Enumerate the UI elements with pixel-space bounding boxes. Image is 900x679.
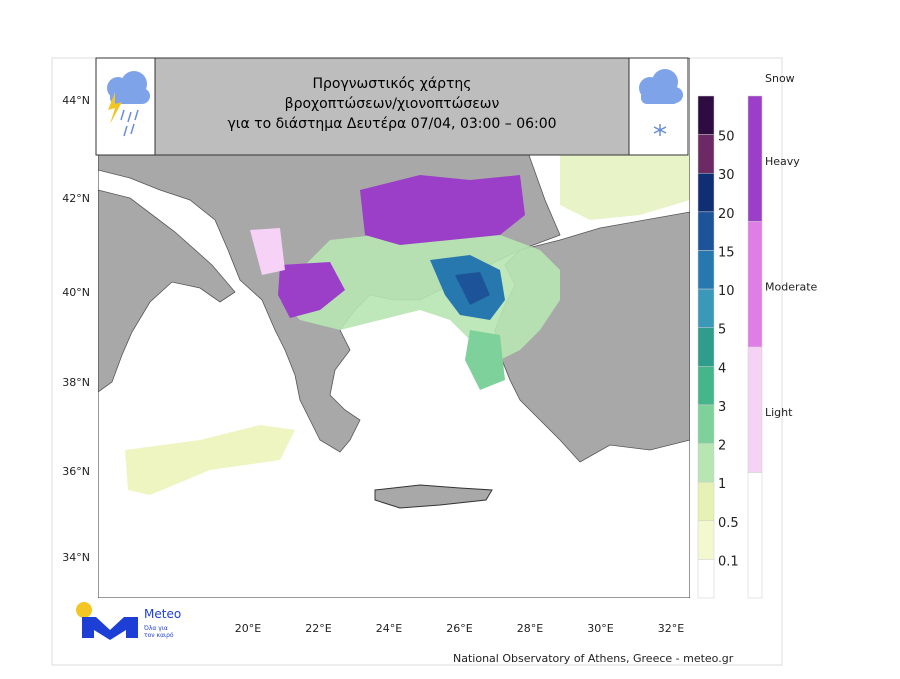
- logo-tagline: Όλα για: [143, 625, 168, 632]
- colorbar-label: 50: [718, 130, 735, 145]
- logo-tagline: τον καιρό: [144, 632, 174, 639]
- storm-icon: [107, 71, 150, 137]
- colorbar-label: 0.5: [718, 516, 739, 531]
- lon-label: 30°E: [587, 622, 613, 635]
- snowbar-segment: [747, 95, 763, 222]
- precip-blacksea: [560, 155, 690, 220]
- snow-heavy-west: [278, 262, 345, 318]
- lon-label: 32°E: [658, 622, 684, 635]
- colorbar-segment: [697, 288, 715, 328]
- snow-light-west: [250, 228, 285, 275]
- lon-label: 28°E: [517, 622, 543, 635]
- colorbar-segment: [697, 211, 715, 251]
- snowbar-segment: [747, 346, 763, 473]
- lon-label: 20°E: [235, 622, 261, 635]
- precip-core: [455, 272, 490, 305]
- lat-label: 44°N: [62, 94, 90, 107]
- colorbar-label: 3: [718, 400, 726, 415]
- lon-labels: 20°E 22°E 24°E 26°E 28°E 30°E 32°E: [235, 622, 684, 635]
- colorbar-segment: [697, 366, 715, 406]
- colorbar-segment: [697, 95, 715, 135]
- snowbar-segment: [747, 221, 763, 348]
- lat-label: 40°N: [62, 286, 90, 299]
- title-box: [95, 57, 689, 156]
- title-line: βροχοπτώσεων/χιονοπτώσεων: [285, 96, 500, 112]
- colorbar-label: 15: [718, 245, 735, 260]
- colorbar-label: 0.1: [718, 554, 739, 569]
- lat-label: 38°N: [62, 376, 90, 389]
- lon-label: 26°E: [446, 622, 472, 635]
- snow-colorbar: Snow Heavy Moderate Light: [747, 72, 818, 599]
- colorbar-segment: [697, 404, 715, 444]
- title: Προγνωστικός χάρτης βροχοπτώσεων/χιονοπτώ…: [227, 76, 556, 132]
- colorbar-segment: [697, 172, 715, 213]
- crete: [374, 484, 493, 509]
- lon-label: 24°E: [376, 622, 402, 635]
- precip-south-sea: [125, 425, 295, 495]
- colorbar-segment: [697, 481, 715, 522]
- colorbar-segment: [697, 134, 715, 174]
- snow-legend-label: Light: [765, 406, 793, 419]
- colorbar-label: 20: [718, 207, 735, 222]
- colorbar-label: 5: [718, 323, 726, 338]
- colorbar-label: 1: [718, 477, 726, 492]
- colorbar-label: 10: [718, 284, 735, 299]
- precip-aegean: [465, 330, 505, 390]
- logo: Meteo Όλα για τον καιρό: [76, 602, 181, 640]
- snow-icon-box: [628, 57, 689, 156]
- title-line: για το διάστημα Δευτέρα 07/04, 03:00 – 0…: [227, 116, 556, 132]
- lat-labels: 44°N 42°N 40°N 38°N 36°N 34°N: [62, 94, 90, 564]
- title-line: Προγνωστικός χάρτης: [312, 76, 471, 92]
- colorbar-segment: [697, 559, 715, 599]
- footer-credit: National Observatory of Athens, Greece -…: [453, 652, 734, 665]
- colorbar-label: 30: [718, 168, 735, 183]
- snowbar-segment: [747, 472, 763, 599]
- lat-label: 34°N: [62, 551, 90, 564]
- colorbar-label: 2: [718, 439, 726, 454]
- colorbar-segment: [697, 327, 715, 367]
- italy-land: [98, 189, 236, 393]
- colorbar-label: 4: [718, 361, 726, 376]
- lat-label: 36°N: [62, 465, 90, 478]
- snow-legend-label: Heavy: [765, 155, 800, 168]
- colorbar-segment: [697, 250, 715, 290]
- snow-icon: [639, 69, 683, 136]
- colorbar-segment: [697, 520, 715, 560]
- rain-colorbar: 50 30 20 15 10 5 4 3 2 1 0.5 0.1: [697, 95, 739, 599]
- colorbar-segment: [697, 443, 715, 483]
- snow-legend-title: Snow: [765, 72, 795, 85]
- lon-label: 22°E: [305, 622, 331, 635]
- logo-name: Meteo: [144, 607, 181, 621]
- snow-heavy-north: [360, 175, 525, 245]
- snow-legend-label: Moderate: [765, 281, 818, 294]
- lat-label: 42°N: [62, 192, 90, 205]
- storm-icon-box: [95, 57, 156, 156]
